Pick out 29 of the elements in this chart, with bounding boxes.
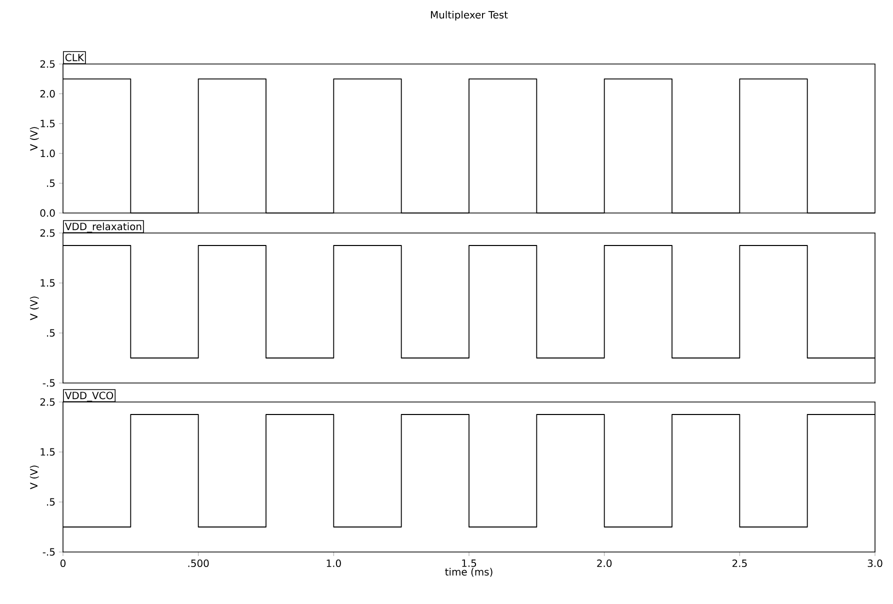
y-tick-label: 1.0 bbox=[40, 150, 55, 158]
x-tick-label: 0 bbox=[60, 560, 66, 568]
y-tick-label: .5 bbox=[47, 498, 55, 506]
legend-label: VDD_VCO bbox=[64, 392, 114, 402]
y-axis-title: V (V) bbox=[30, 296, 39, 320]
x-tick-label: 2.5 bbox=[732, 560, 747, 568]
y-tick-label: 0.0 bbox=[40, 209, 55, 217]
x-tick-label: 1.5 bbox=[462, 560, 476, 567]
x-tick-label: 2.0 bbox=[597, 560, 612, 568]
x-tick-label: 1.0 bbox=[326, 560, 341, 568]
legend-label: VDD_relaxation bbox=[64, 222, 142, 232]
y-tick-label: 1.5 bbox=[40, 279, 55, 287]
x-axis-title: time (ms) bbox=[445, 568, 492, 577]
legend-label: CLK bbox=[65, 54, 84, 62]
x-tick-label: 3.0 bbox=[868, 560, 882, 568]
y-tick-label: 1.5 bbox=[40, 120, 55, 128]
y-tick-label: 2.5 bbox=[40, 60, 55, 68]
chart-title: Multiplexer Test bbox=[430, 10, 508, 21]
y-tick-label: 1.5 bbox=[40, 448, 55, 456]
y-tick-label: -.5 bbox=[42, 379, 55, 387]
y-tick-label: .5 bbox=[47, 179, 55, 187]
y-tick-label: 2.0 bbox=[40, 90, 55, 98]
x-tick-label: .500 bbox=[188, 560, 209, 568]
y-tick-label: -.5 bbox=[42, 548, 55, 556]
y-tick-label: 2.5 bbox=[40, 398, 55, 406]
y-axis-title: V (V) bbox=[30, 127, 39, 151]
y-tick-label: .5 bbox=[47, 329, 55, 337]
y-axis-title: V (V) bbox=[30, 466, 39, 490]
y-tick-label: 2.5 bbox=[40, 229, 55, 237]
